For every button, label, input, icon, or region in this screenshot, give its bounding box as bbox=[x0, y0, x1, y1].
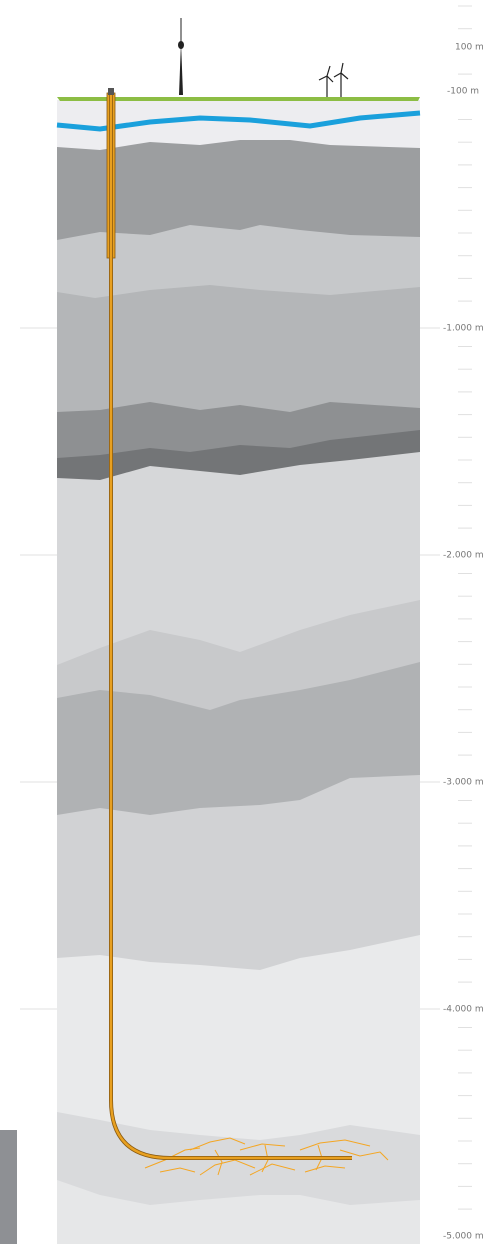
scale-label: -3.000 m bbox=[443, 778, 484, 788]
scale-label: 100 m bbox=[455, 43, 484, 53]
turbine-blade bbox=[340, 72, 349, 80]
turbine-blade bbox=[326, 75, 334, 83]
turbine-blade bbox=[333, 72, 342, 78]
fracture bbox=[239, 1143, 286, 1151]
side-block bbox=[0, 1130, 17, 1244]
scale-ticks bbox=[458, 5, 472, 1210]
fracture bbox=[304, 1165, 346, 1173]
turbine-blade bbox=[326, 65, 331, 77]
wind-turbines bbox=[318, 62, 349, 97]
wellhead bbox=[108, 88, 114, 95]
turbine-blade bbox=[318, 75, 328, 81]
fracture bbox=[249, 1163, 296, 1176]
fracture bbox=[214, 1149, 223, 1176]
scale-label: -2.000 m bbox=[443, 551, 484, 561]
scale-label: -100 m bbox=[447, 87, 479, 97]
fracture bbox=[199, 1159, 256, 1176]
tower bbox=[179, 42, 183, 95]
fracture bbox=[339, 1149, 389, 1161]
scale-label: -5.000 m bbox=[443, 1232, 484, 1242]
fracture bbox=[299, 1139, 371, 1151]
fractures bbox=[144, 1137, 389, 1176]
well-bore bbox=[109, 95, 352, 1160]
scale-label: -1.000 m bbox=[443, 324, 484, 334]
rock-layer bbox=[57, 1180, 420, 1244]
turbine-blade bbox=[340, 62, 344, 74]
fracture bbox=[189, 1137, 246, 1151]
fracture bbox=[159, 1167, 196, 1173]
tower-head bbox=[178, 41, 184, 49]
surface bbox=[57, 97, 420, 101]
scale-label: -4.000 m bbox=[443, 1005, 484, 1015]
